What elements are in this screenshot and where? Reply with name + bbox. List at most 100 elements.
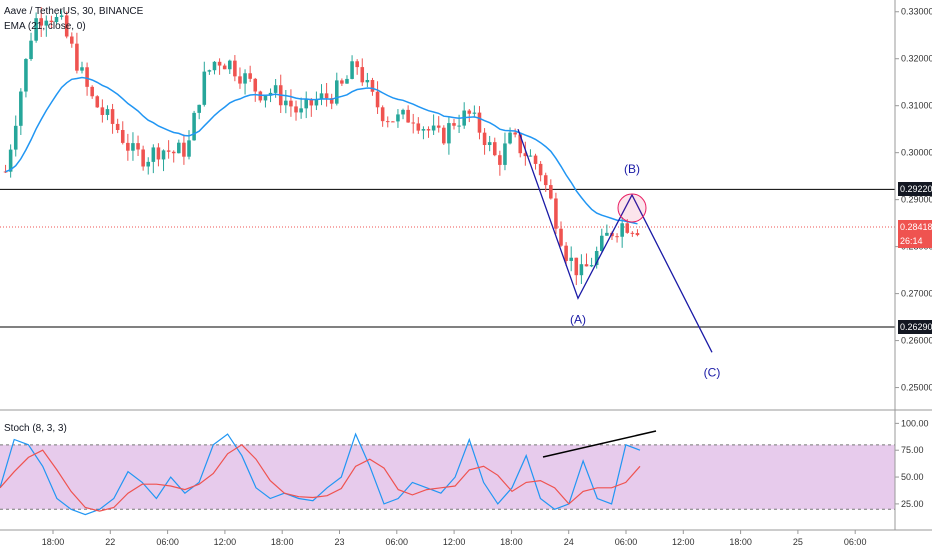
candle-body <box>549 185 553 199</box>
candle-body <box>559 228 563 246</box>
time-tick-label: 23 <box>334 537 344 547</box>
time-tick-label: 12:00 <box>214 537 237 547</box>
stoch-legend[interactable]: Stoch (8, 3, 3) <box>4 423 67 434</box>
candle-body <box>59 15 64 17</box>
price-tick-label: 0.33000 <box>901 7 932 17</box>
candle-body <box>289 100 293 107</box>
time-tick-label: 18:00 <box>729 537 752 547</box>
stochastic-lines <box>0 430 657 516</box>
candle-body <box>146 161 151 167</box>
candle-body <box>599 235 604 251</box>
candle-body <box>3 171 8 173</box>
candle-body <box>518 134 523 154</box>
candle-body <box>477 112 482 133</box>
candle-body <box>569 257 573 261</box>
candle-body <box>44 20 49 26</box>
wave-label-c: (C) <box>704 365 721 379</box>
candle-body <box>594 250 599 266</box>
candle-body <box>630 232 635 234</box>
candle-body <box>156 147 161 160</box>
candle-body <box>222 65 227 70</box>
time-tick-label: 18:00 <box>500 537 523 547</box>
candle-body <box>380 107 385 122</box>
ema-legend[interactable]: EMA (21, close, 0) <box>4 21 86 32</box>
candle-body <box>345 78 349 84</box>
ema-line <box>5 76 638 225</box>
candle-body <box>13 125 18 150</box>
price-tick-label: 0.26000 <box>901 336 932 346</box>
candle-body <box>467 110 472 114</box>
candle-body <box>248 73 252 79</box>
candle-body <box>421 129 426 131</box>
candle-body <box>340 80 344 84</box>
candle-body <box>472 112 477 114</box>
candle-body <box>436 125 441 128</box>
candle-body <box>299 108 303 113</box>
candle-body <box>8 149 13 172</box>
candle-body <box>253 78 258 92</box>
candle-body <box>554 198 558 229</box>
candle-body <box>406 109 410 123</box>
candle-body <box>34 18 38 41</box>
candle-body <box>151 147 156 162</box>
elliott-wave-lines[interactable]: (A) (B) (C) <box>517 128 721 379</box>
countdown-label: 26:14 <box>898 233 932 248</box>
candle-body <box>365 79 370 83</box>
candle-body <box>105 109 110 115</box>
candle-body <box>416 123 421 131</box>
candle-body <box>411 122 416 124</box>
candle-body <box>177 142 181 154</box>
candle-body <box>457 125 461 127</box>
candle-body <box>90 86 94 97</box>
wave-polyline <box>517 128 713 353</box>
candle-body <box>605 232 609 236</box>
stoch-d-line <box>0 444 641 512</box>
candle-body <box>452 123 456 126</box>
candle-body <box>238 76 242 84</box>
candle-body <box>533 155 538 164</box>
candle-body <box>355 61 359 68</box>
candle-body <box>110 109 115 124</box>
candle-body <box>243 73 247 84</box>
stoch-band-fill <box>0 444 895 510</box>
candle-body <box>64 15 69 37</box>
time-tick-label: 18:00 <box>271 537 294 547</box>
time-tick-label: 06:00 <box>844 537 867 547</box>
candle-body <box>574 257 579 276</box>
highlight-circle <box>617 193 647 223</box>
time-tick-label: 06:00 <box>386 537 409 547</box>
candle-body <box>442 127 446 144</box>
candle-body <box>503 143 507 165</box>
candle-body <box>227 60 232 70</box>
candle-body <box>589 265 594 267</box>
candle-body <box>426 129 431 131</box>
candle-body <box>100 107 105 115</box>
candle-body <box>431 125 436 131</box>
candle-body <box>538 163 543 176</box>
candle-body <box>136 143 140 150</box>
candle-body <box>319 93 324 100</box>
candle-body <box>564 245 568 261</box>
price-tick-label: 0.32000 <box>901 54 932 64</box>
candle-body <box>217 61 222 66</box>
candle-body <box>375 91 380 108</box>
candle-body <box>80 67 84 71</box>
symbol-legend[interactable]: Aave / TetherUS, 30, BINANCE <box>4 6 144 17</box>
candle-body <box>197 104 201 113</box>
candle-body <box>192 112 196 141</box>
horizontal-levels[interactable] <box>0 188 895 328</box>
candle-body <box>187 140 191 157</box>
candle-body <box>141 149 145 167</box>
candle-body <box>115 123 120 131</box>
time-tick-label: 24 <box>564 537 574 547</box>
candle-body <box>579 264 584 276</box>
price-tick-label: 0.31000 <box>901 101 932 111</box>
stoch-tick-label: 100.00 <box>901 418 929 428</box>
candle-body <box>95 96 100 108</box>
current-price-label: 0.28418 <box>898 219 932 234</box>
candle-body <box>284 100 288 106</box>
stoch-tick-label: 25.00 <box>901 499 924 509</box>
candle-body <box>19 91 23 126</box>
candle-body <box>75 43 79 71</box>
